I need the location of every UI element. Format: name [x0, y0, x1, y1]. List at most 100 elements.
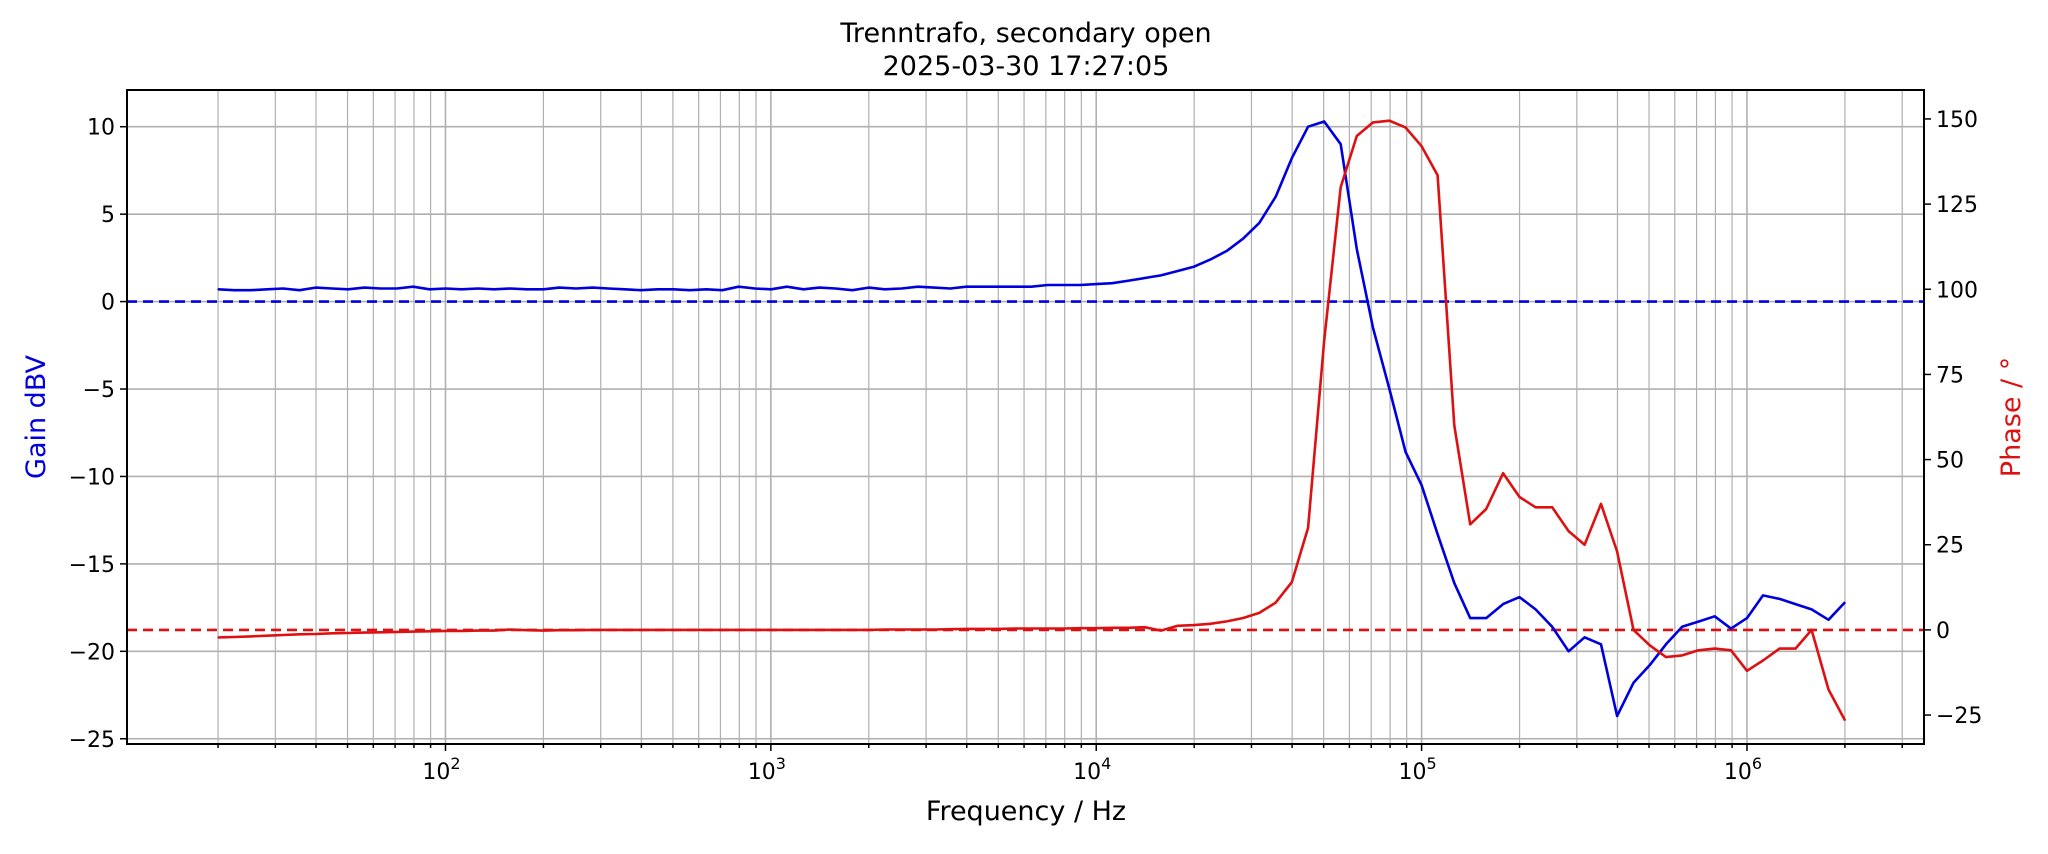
- gain-data-point: [542, 288, 545, 291]
- y-left-tick-label: −25: [69, 728, 115, 753]
- gain-data-point: [1469, 617, 1471, 619]
- phase-data-point: [1436, 174, 1439, 176]
- gain-data-point: [1665, 643, 1667, 646]
- phase-data-point: [851, 629, 854, 631]
- gain-data-point: [1616, 715, 1618, 717]
- phase-data-point: [1388, 119, 1391, 122]
- phase-data-point: [1827, 688, 1830, 691]
- phase-data-point: [233, 636, 235, 638]
- gain-data-point: [1730, 627, 1732, 630]
- phase-data-point: [834, 629, 837, 631]
- phase-data-point: [1794, 647, 1797, 650]
- gain-data-point: [1372, 327, 1374, 329]
- phase-data-point: [1339, 186, 1342, 188]
- phase-data-point: [1583, 543, 1586, 546]
- gain-data-point: [1762, 594, 1764, 597]
- gain-data-point: [493, 288, 495, 291]
- phase-data-point: [314, 633, 317, 635]
- y-left-tick-label: 0: [101, 291, 115, 316]
- gain-series-line: [218, 120, 1846, 718]
- y-right-tick-label: 25: [1936, 534, 1964, 559]
- gain-data-point: [868, 286, 870, 289]
- gain-data-point: [266, 288, 268, 291]
- gain-data-point: [233, 289, 235, 292]
- y-left-tick-label: 5: [101, 203, 115, 228]
- gain-data-point: [737, 285, 740, 288]
- y-right-tick-label: 0: [1936, 619, 1950, 644]
- gain-data-point: [1193, 265, 1195, 268]
- phase-data-point: [1648, 644, 1651, 646]
- phase-data-point: [1046, 627, 1049, 630]
- y-axis-left-label: Gain dBV: [21, 354, 52, 478]
- phase-data-point: [298, 633, 301, 636]
- y-right-tick-label: 50: [1936, 449, 1964, 474]
- gain-data-point: [1600, 643, 1602, 646]
- phase-data-point: [445, 630, 447, 632]
- phase-data-point: [1404, 126, 1407, 129]
- y-right-tick-label: −25: [1936, 704, 1982, 729]
- phase-data-point: [705, 629, 707, 631]
- gain-data-point: [721, 289, 724, 292]
- gain-data-point: [933, 286, 935, 289]
- phase-data-point: [493, 629, 495, 632]
- phase-data-point: [217, 636, 219, 639]
- phase-data-point: [428, 630, 431, 633]
- phase-data-point: [331, 632, 333, 635]
- phase-data-point: [379, 631, 382, 634]
- gain-data-point: [1583, 636, 1586, 639]
- phase-data-point: [933, 628, 935, 631]
- phase-data-point: [1063, 627, 1065, 630]
- phase-data-point: [1551, 506, 1553, 509]
- phase-data-point: [1534, 506, 1537, 509]
- gain-data-point: [1485, 617, 1487, 619]
- phase-data-point: [1144, 626, 1146, 628]
- gain-data-point: [1778, 598, 1781, 600]
- phase-data-point: [558, 629, 561, 631]
- gain-data-point: [1242, 237, 1244, 240]
- chart-subtitle: 2025-03-30 17:27:05: [883, 51, 1170, 82]
- y-right-tick-label: 100: [1936, 278, 1978, 303]
- x-tick-label: 106: [1724, 754, 1762, 785]
- gain-data-point: [575, 287, 577, 290]
- gain-data-point: [1160, 274, 1162, 277]
- phase-data-point: [1746, 670, 1748, 672]
- gain-data-point: [1030, 285, 1033, 288]
- gain-data-point: [1291, 157, 1293, 159]
- phase-data-point: [1209, 623, 1211, 625]
- phase-data-point: [1844, 719, 1846, 721]
- phase-data-point: [1762, 659, 1764, 662]
- phase-data-point: [1176, 625, 1179, 627]
- phase-data-point: [672, 629, 675, 631]
- phase-data-point: [1453, 424, 1456, 427]
- y-right-tick-label: 150: [1936, 108, 1978, 133]
- phase-data-point: [1730, 649, 1732, 652]
- gain-data-point: [851, 289, 854, 292]
- phase-data-point: [640, 629, 642, 631]
- x-tick-label: 103: [748, 754, 786, 785]
- gain-data-point: [591, 286, 594, 289]
- gain-data-point: [396, 287, 398, 290]
- x-axis-label: Frequency / Hz: [926, 796, 1126, 827]
- phase-data-point: [509, 628, 511, 631]
- x-tick-label: 104: [1073, 754, 1111, 785]
- gain-data-point: [1453, 582, 1456, 584]
- gain-data-point: [526, 288, 528, 291]
- gain-data-point: [1046, 284, 1049, 286]
- gain-data-point: [1648, 664, 1651, 667]
- phase-data-point: [1502, 472, 1504, 475]
- phase-data-point: [917, 628, 919, 631]
- phase-data-point: [998, 628, 1000, 630]
- gain-data-point: [802, 288, 805, 291]
- gain-data-point: [786, 285, 788, 288]
- phase-data-point: [1356, 135, 1358, 137]
- phase-data-point: [1079, 627, 1081, 629]
- phase-data-point: [1242, 617, 1244, 619]
- phase-data-point: [1111, 627, 1113, 629]
- gain-data-point: [1551, 626, 1553, 628]
- gain-data-point: [770, 288, 772, 291]
- gain-data-point: [1518, 596, 1521, 598]
- gain-data-point: [1810, 608, 1813, 611]
- axis-ticks: [120, 118, 1931, 751]
- gain-data-point: [1274, 195, 1277, 198]
- gain-data-point: [1176, 270, 1179, 272]
